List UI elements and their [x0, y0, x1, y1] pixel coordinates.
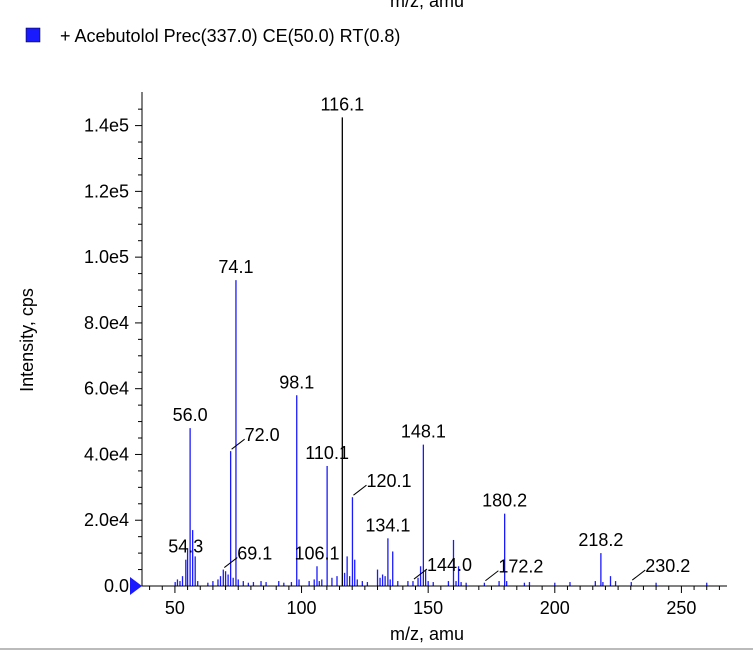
peak-leader	[353, 484, 367, 496]
peak-leader	[631, 569, 646, 581]
peak-label: 180.2	[482, 491, 527, 511]
y-axis-title: Intensity, cps	[17, 288, 37, 392]
y-tick-label: 1.0e5	[84, 247, 129, 267]
legend: + Acebutolol Prec(337.0) CE(50.0) RT(0.8…	[25, 26, 400, 46]
legend-swatch	[25, 27, 41, 43]
peak-leader	[413, 568, 428, 580]
peak-label: 72.0	[245, 425, 280, 445]
x-tick-label: 200	[540, 598, 570, 618]
peak-label: 172.2	[498, 557, 543, 577]
peak-label: 230.2	[645, 556, 690, 576]
peak-annotations: 116.1 74.1 98.1 56.0 72.0 110.1 148.1 120.1 180.…	[168, 94, 690, 582]
peak-leader	[231, 438, 245, 450]
x-tick-label: 250	[666, 598, 696, 618]
y-tick-label: 8.0e4	[84, 313, 129, 333]
peak-label: 54.3	[168, 537, 203, 557]
y-tick-label: 2.0e4	[84, 510, 129, 530]
peak-leader	[485, 570, 499, 582]
peak-label: 74.1	[218, 257, 253, 277]
x-axis-title: m/z, amu	[390, 624, 464, 644]
y-tick-label: 1.2e5	[84, 181, 129, 201]
x-tick-label: 50	[165, 598, 185, 618]
peak-label: 98.1	[279, 372, 314, 392]
x-tick-label: 150	[413, 598, 443, 618]
peak-label: 144.0	[427, 555, 472, 575]
peak-label: 120.1	[366, 471, 411, 491]
y-tick-label: 1.4e5	[84, 116, 129, 136]
y-tick-label: 4.0e4	[84, 444, 129, 464]
peak-label: 148.1	[401, 422, 446, 442]
peak-label: 106.1	[294, 543, 339, 563]
peak-label: 134.1	[365, 515, 410, 535]
x-tick-label: 100	[287, 598, 317, 618]
peak-label: 116.1	[320, 94, 364, 114]
peak-leader	[223, 557, 238, 568]
legend-label: + Acebutolol Prec(337.0) CE(50.0) RT(0.8…	[60, 26, 400, 46]
axes: 50 100 150 200 250 0.0 2.0e4 4.0e4 6.0e4 8.0e4 1.0…	[84, 92, 727, 618]
peak-label: 56.0	[173, 405, 208, 425]
peak-label: 218.2	[578, 530, 623, 550]
peak-bars	[174, 117, 708, 586]
zero-marker	[130, 577, 142, 595]
top-cut-label: m/z, amu	[390, 0, 464, 11]
peak-label: 69.1	[237, 544, 272, 564]
y-tick-label: 6.0e4	[84, 379, 129, 399]
y-tick-label: 0.0	[104, 576, 129, 596]
peak-label: 110.1	[305, 443, 349, 463]
